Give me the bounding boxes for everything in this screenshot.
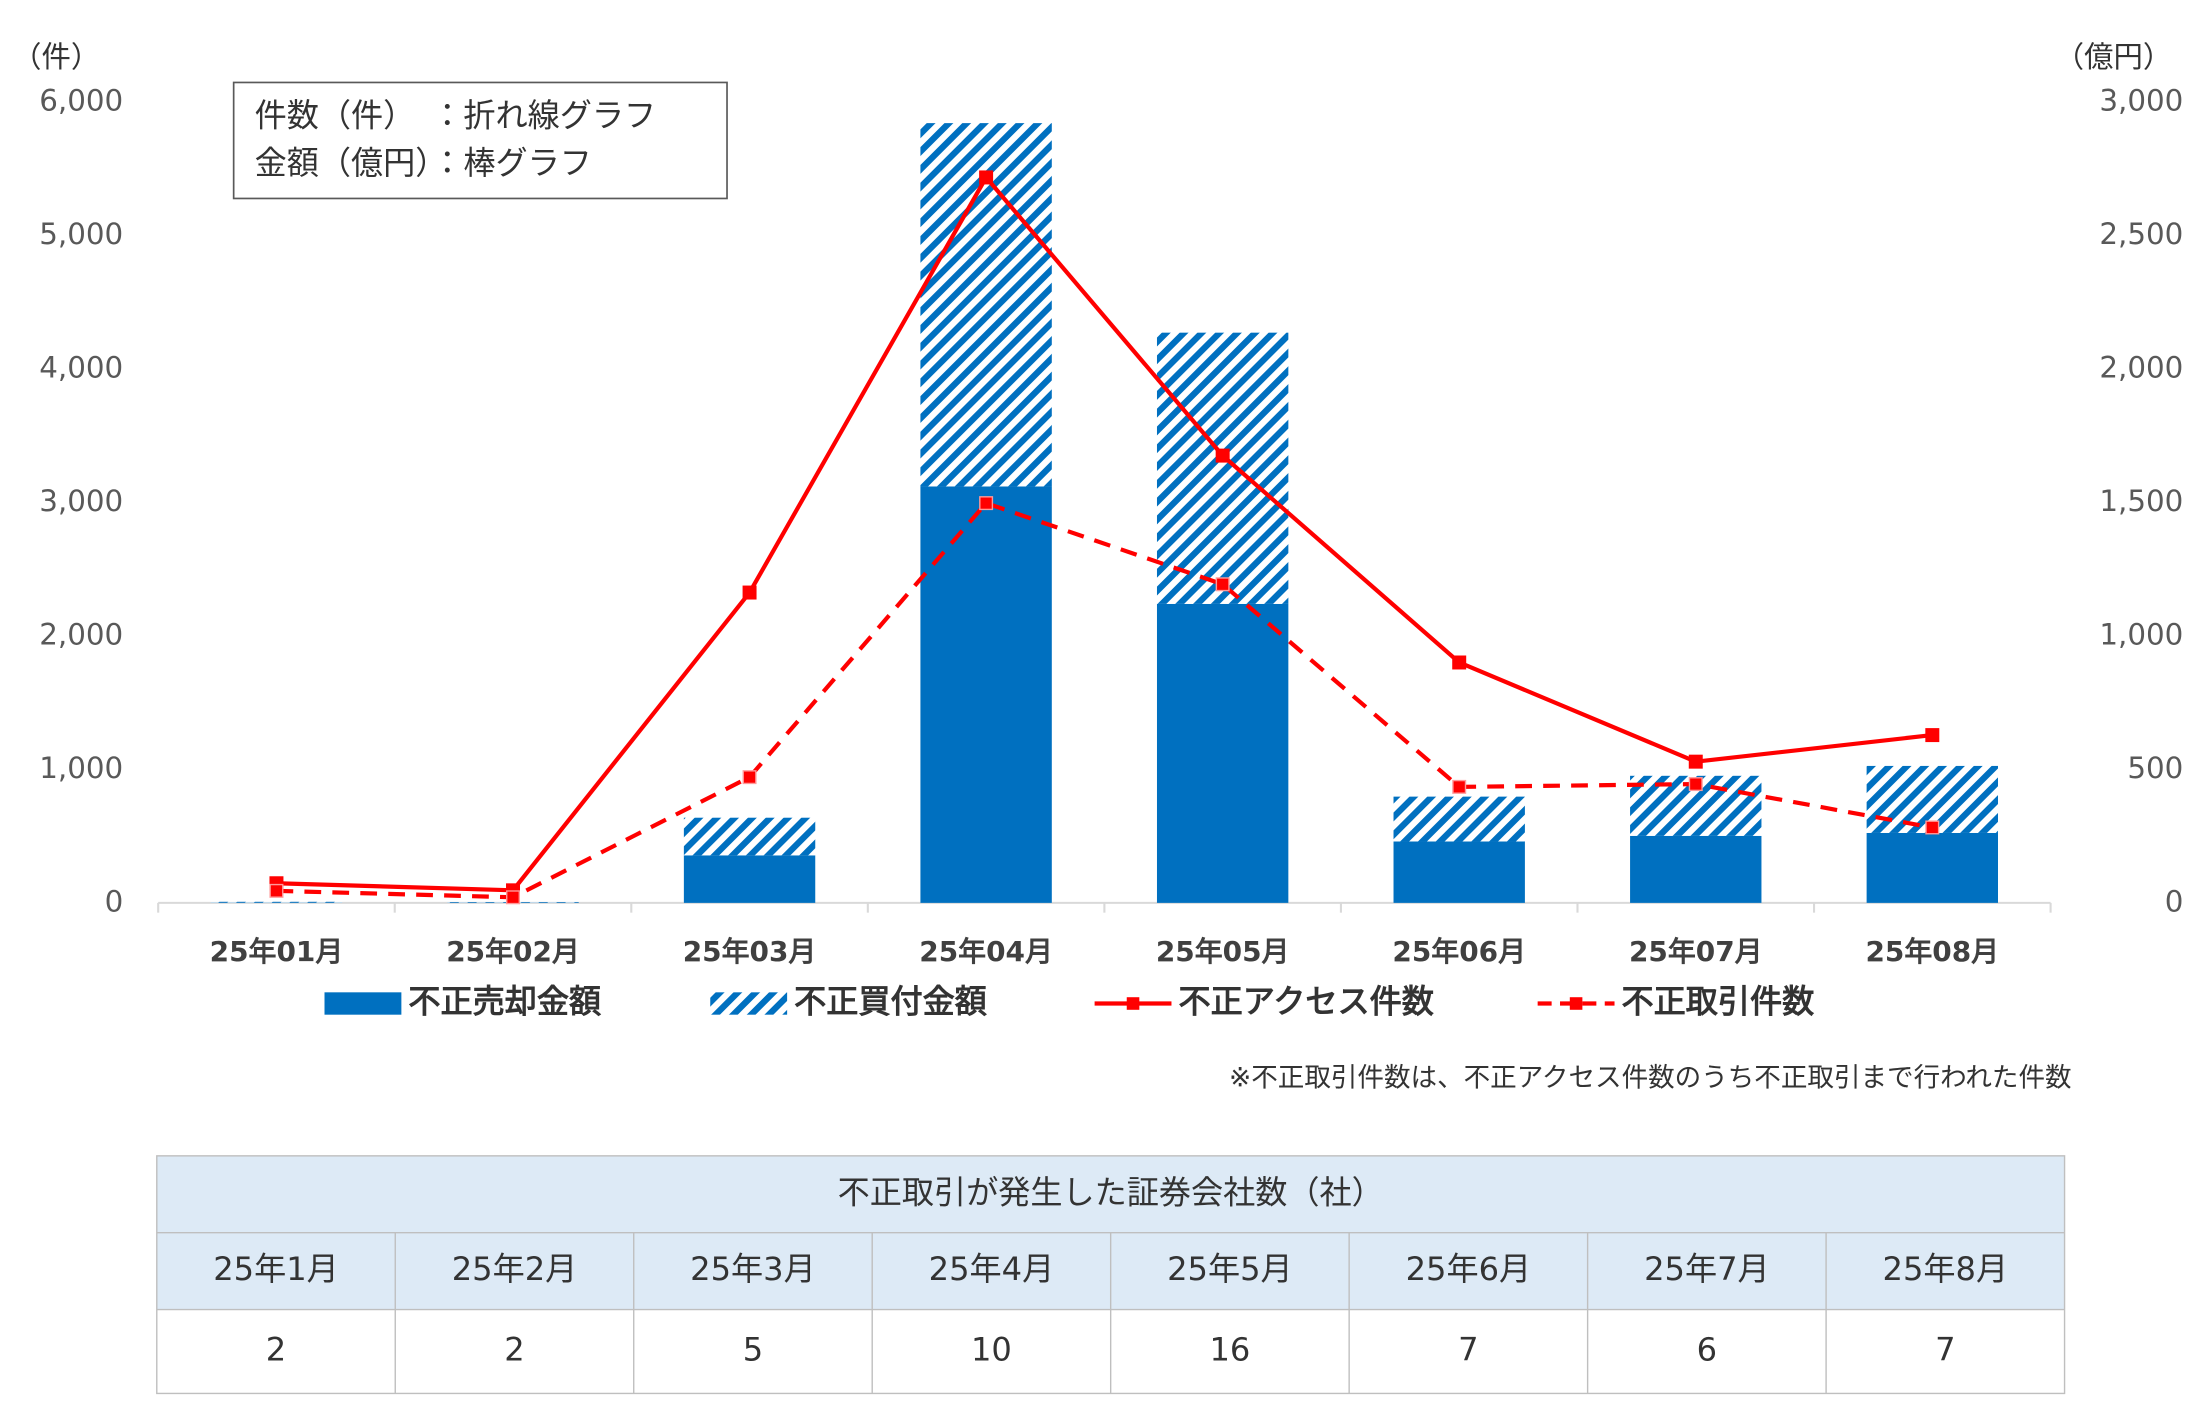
x-tick-label: 25年07月 <box>1629 935 1763 968</box>
y2-unit: （億円） <box>2055 40 2172 74</box>
x-tick-label: 25年08月 <box>1865 935 1999 968</box>
y-unit: （件） <box>12 40 100 74</box>
table-cell: 6 <box>1697 1331 1717 1369</box>
annotation-box <box>232 81 728 200</box>
table-header: 25年7月 <box>1644 1250 1770 1288</box>
table-cell: 2 <box>504 1331 524 1369</box>
y-tick-label: 5,000 <box>39 217 123 251</box>
table-header: 25年4月 <box>929 1250 1055 1288</box>
y2-tick-label: 1,500 <box>2099 484 2183 518</box>
x-tick-label: 25年03月 <box>683 935 817 968</box>
table-header: 25年8月 <box>1883 1250 2009 1288</box>
bar <box>683 855 816 903</box>
marker <box>1688 754 1703 769</box>
bar <box>1156 603 1289 903</box>
legend-swatch <box>710 992 788 1015</box>
marker <box>1925 820 1940 835</box>
y-tick-label: 1,000 <box>39 751 123 785</box>
marker <box>1215 577 1230 592</box>
marker <box>979 170 994 185</box>
legend-swatch <box>1569 997 1583 1010</box>
bar <box>210 901 343 903</box>
legend-label: 不正買付金額 <box>794 983 988 1021</box>
bar <box>1393 841 1525 903</box>
marker <box>1688 777 1703 792</box>
note: ※不正取引件数は、不正アクセス件数のうち不正取引まで行われた件数 <box>1229 1062 2072 1093</box>
table-cell: 5 <box>743 1331 763 1369</box>
table-cell: 7 <box>1935 1331 1955 1369</box>
bar <box>1630 835 1762 903</box>
table-cell: 2 <box>266 1331 286 1369</box>
table-cell: 10 <box>971 1331 1012 1369</box>
bar <box>683 817 816 856</box>
table-header: 25年3月 <box>690 1250 816 1288</box>
annotation: 金額（億円）：棒グラフ <box>255 144 592 182</box>
table: 不正取引が発生した証券会社数（社） 25年1月 25年2月 25年3月 25年4月 25年… <box>156 1155 2066 1395</box>
y-tick-label: 3,000 <box>39 484 123 518</box>
y-tick-label: 6,000 <box>39 84 123 118</box>
line <box>276 173 1933 893</box>
y2-tick-label: 1,000 <box>2099 617 2183 651</box>
y2-tick-label: 500 <box>2127 751 2183 785</box>
table-header: 25年1月 <box>213 1250 339 1288</box>
marker <box>506 890 520 905</box>
y-tick-label: 2,000 <box>39 617 123 651</box>
annotation: 件数（件） ：折れ線グラフ <box>255 96 657 134</box>
line <box>276 500 1933 900</box>
legend-swatch <box>324 992 402 1015</box>
legend-label: 不正アクセス件数 <box>1178 983 1434 1021</box>
marker <box>1925 728 1940 743</box>
y2-tick-label: 2,000 <box>2099 350 2183 384</box>
table-header: 25年2月 <box>452 1250 578 1288</box>
y2-tick-label: 0 <box>2165 884 2184 918</box>
table-header: 25年6月 <box>1406 1250 1532 1288</box>
bar <box>1156 332 1289 604</box>
y2-tick-label: 3,000 <box>2099 84 2183 118</box>
marker <box>1215 448 1230 463</box>
y-tick-label: 0 <box>105 884 124 918</box>
y2-tick-label: 2,500 <box>2099 217 2183 251</box>
marker <box>979 496 994 511</box>
marker <box>742 585 757 600</box>
chart: 0 1,000 2,000 3,000 4,000 5,000 6,000 0 500 1,000… <box>39 84 2183 1021</box>
legend-label: 不正売却金額 <box>408 983 602 1021</box>
x-tick-label: 25年02月 <box>446 935 580 968</box>
legend-swatch <box>1126 997 1140 1010</box>
table-header: 25年5月 <box>1167 1250 1293 1288</box>
legend-label: 不正取引件数 <box>1622 983 1816 1021</box>
marker <box>269 883 284 898</box>
bar <box>920 486 1052 903</box>
x-tick-label: 25年05月 <box>1156 935 1290 968</box>
bar <box>1866 832 1999 903</box>
marker <box>742 770 757 785</box>
x-tick-label: 25年04月 <box>919 935 1053 968</box>
y-tick-label: 4,000 <box>39 350 123 384</box>
x-tick-label: 25年01月 <box>210 935 344 968</box>
table-cell: 7 <box>1458 1331 1478 1369</box>
marker <box>1452 779 1467 794</box>
x-tick-label: 25年06月 <box>1392 935 1526 968</box>
bar <box>1393 796 1525 842</box>
table-title: 不正取引が発生した証券会社数（社） <box>838 1173 1384 1211</box>
table-cell: 16 <box>1209 1331 1250 1369</box>
marker <box>1452 655 1467 670</box>
